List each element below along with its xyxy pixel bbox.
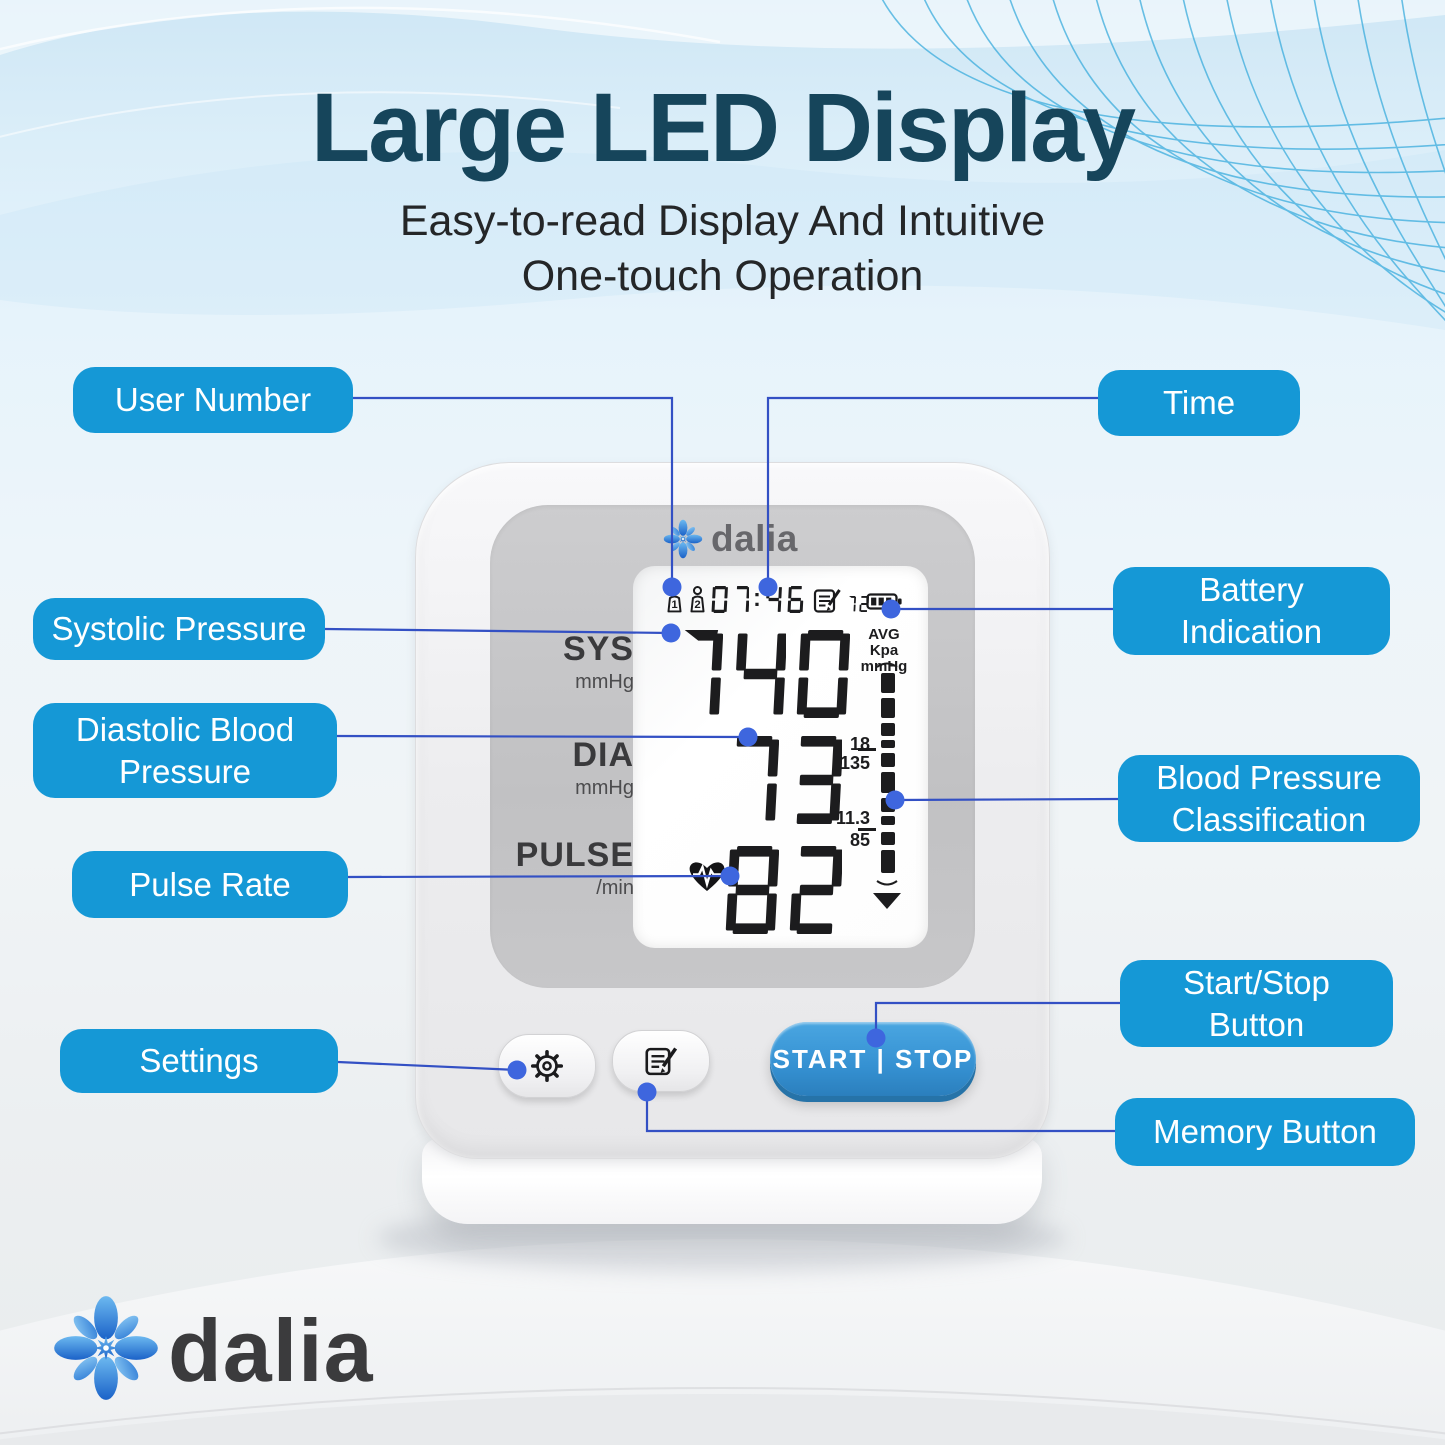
- callout-user-number: User Number: [73, 367, 353, 433]
- svg-text:2: 2: [694, 599, 700, 611]
- page-title: Large LED Display: [310, 73, 1136, 182]
- scale-divider-upper: [858, 748, 876, 751]
- callout-bp-classification: Blood Pressure Classification: [1118, 755, 1420, 842]
- settings-button[interactable]: [498, 1034, 596, 1098]
- pulse-label: PULSE: [515, 836, 634, 874]
- memory-button[interactable]: [612, 1030, 710, 1092]
- user-1-icon: 1: [667, 586, 682, 613]
- user-2-icon: 2: [690, 586, 705, 613]
- subtitle-line-2: One-touch Operation: [521, 252, 924, 300]
- pedestal: [0, 1239, 1445, 1445]
- device-brand-text: dalia: [711, 518, 798, 559]
- subtitle-line-1: Easy-to-read Display And Intuitive: [399, 197, 1046, 245]
- dia-value: [724, 736, 843, 824]
- start-stop-button[interactable]: START | STOP: [770, 1022, 976, 1096]
- page-subtitle: Easy-to-read Display And Intuitive One-t…: [0, 194, 1445, 304]
- footer-flower-logo-icon: [52, 1292, 160, 1404]
- callout-memory: Memory Button: [1115, 1098, 1415, 1166]
- battery-icon: [866, 593, 902, 610]
- scale-header: AVG Kpa mmHg: [860, 626, 908, 675]
- scale-divider-lower: [858, 828, 876, 831]
- dia-label-block: DIA mmHg: [516, 736, 634, 800]
- heart-pulse-icon: [689, 862, 725, 891]
- scale-tick-18: 18: [849, 734, 870, 754]
- dia-unit: mmHg: [575, 777, 634, 799]
- pulse-unit: /min: [596, 877, 634, 899]
- pulse-label-block: PULSE /min: [506, 836, 634, 900]
- sys-value: [668, 630, 850, 718]
- dia-label: DIA: [572, 736, 634, 774]
- classification-bar: [873, 662, 901, 909]
- callout-time: Time: [1098, 370, 1300, 436]
- lcd-display: [633, 566, 928, 948]
- callout-systolic: Systolic Pressure: [33, 598, 325, 660]
- lcd-memory-count: [846, 596, 869, 612]
- device-brand: dalia: [663, 518, 798, 560]
- sys-label: SYS: [562, 630, 634, 668]
- callout-diastolic: Diastolic Blood Pressure: [33, 703, 337, 798]
- callout-pulse-rate: Pulse Rate: [72, 851, 348, 918]
- svg-text:1: 1: [671, 599, 678, 611]
- memory-log-icon: [813, 589, 841, 613]
- sys-label-block: SYS mmHg: [516, 630, 634, 694]
- footer-brand-text: dalia: [168, 1301, 374, 1400]
- scale-tick-85: 85: [849, 830, 870, 850]
- lcd-time: [711, 586, 804, 613]
- flower-logo-icon: [663, 519, 703, 559]
- callout-start-stop: Start/Stop Button: [1120, 960, 1393, 1047]
- sys-unit: mmHg: [575, 671, 634, 693]
- gear-icon: [530, 1049, 564, 1083]
- pulse-value: [724, 846, 843, 934]
- callout-battery: Battery Indication: [1113, 567, 1390, 655]
- cyan-fan-lines: [881, 0, 1445, 322]
- memory-notepad-icon: [644, 1047, 677, 1075]
- callout-settings: Settings: [60, 1029, 338, 1093]
- scale-tick-135: 135: [839, 753, 870, 773]
- scale-tick-11-3: 11.3: [835, 808, 870, 828]
